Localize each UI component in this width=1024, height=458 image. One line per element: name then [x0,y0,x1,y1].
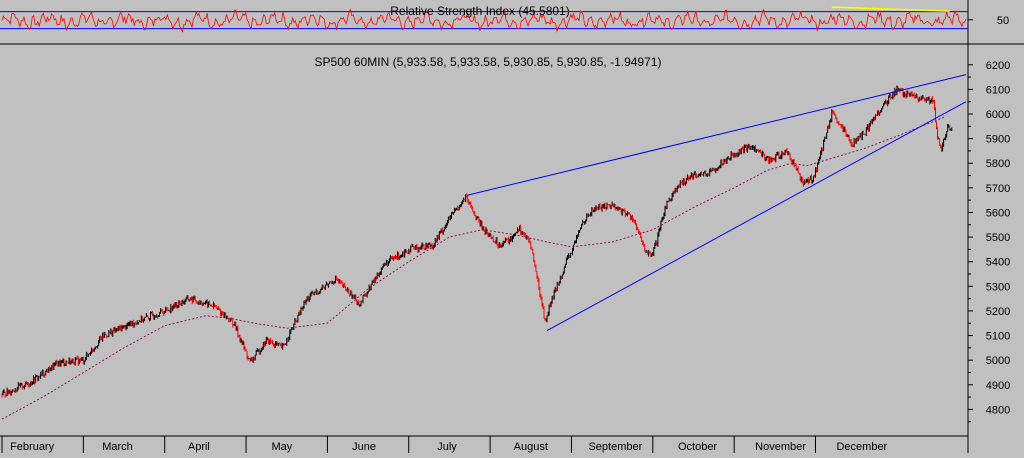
price-panel: SP500 60MIN (5,933.58, 5,933.58, 5,930.8… [1,55,1010,423]
price-trend-line [467,74,967,196]
price-y-tick-label: 6000 [986,109,1010,121]
moving-average-line [1,116,946,420]
rsi-trend-line [831,6,950,12]
x-axis-month-label: September [588,441,642,453]
rsi-title: Relative Strength Index (45.5801) [390,4,569,18]
x-axis-month-label: April [188,441,210,453]
price-title: SP500 60MIN (5,933.58, 5,933.58, 5,930.8… [315,55,662,69]
price-y-tick-label: 4900 [986,380,1010,392]
price-y-tick-label: 5900 [986,134,1010,146]
price-y-tick-label: 5600 [986,207,1010,219]
x-axis-month-label: July [437,441,457,453]
price-y-tick-label: 5000 [986,355,1010,367]
rsi-y-axis: 50 [968,15,1009,27]
price-y-tick-label: 5800 [986,158,1010,170]
price-y-tick-label: 5700 [986,183,1010,195]
x-axis-month-label: February [10,441,55,453]
x-axis-month-label: May [271,441,292,453]
x-axis-month-label: November [755,441,806,453]
price-y-tick-label: 5200 [986,306,1010,318]
price-y-tick-label: 4800 [986,404,1010,416]
price-y-axis: 6200 6100 6000 5900 5800 5700 5600 5500 5400 5300… [968,60,1010,423]
price-trend-lines [467,74,967,332]
rsi-series-line [1,8,967,33]
x-axis-month-label: December [836,441,887,453]
price-trend-line [546,101,967,332]
x-axis-month-label: October [678,441,717,453]
x-axis-labels: February March April May June July August Septe… [1,436,888,453]
price-y-tick-label: 5300 [986,281,1010,293]
rsi-y-tick-label: 50 [997,15,1009,27]
x-axis-month-label: August [514,441,548,453]
price-y-tick-label: 5100 [986,331,1010,343]
rsi-panel: Relative Strength Index (45.5801) 50 [0,4,1009,33]
x-axis-month-label: March [102,441,133,453]
price-candles [1,85,953,398]
price-y-tick-label: 6200 [986,60,1010,72]
x-axis-month-label: June [352,441,376,453]
price-y-tick-label: 5500 [986,232,1010,244]
price-y-tick-label: 6100 [986,84,1010,96]
price-y-tick-label: 5400 [986,257,1010,269]
